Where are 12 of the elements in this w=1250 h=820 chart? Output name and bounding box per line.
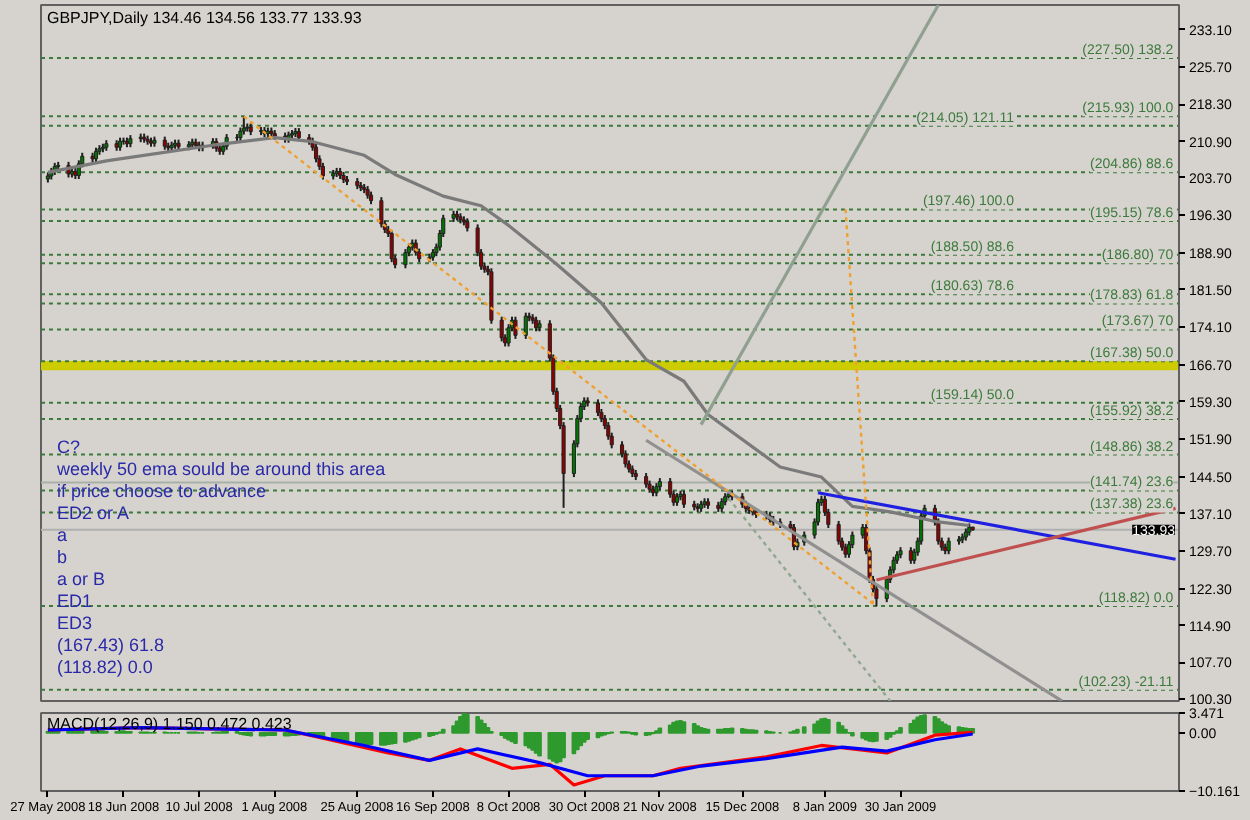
annotation: a	[57, 525, 68, 545]
annotation: ED3	[57, 613, 93, 633]
annotation: b	[57, 547, 68, 567]
annotation: (118.82) 0.0	[57, 657, 153, 677]
annotation: (167.43) 61.8	[57, 635, 165, 655]
annotation: a or B	[57, 569, 106, 589]
annotation: weekly 50 ema sould be around this area	[55, 459, 386, 479]
chart-title: GBPJPY,Daily 134.46 134.56 133.77 133.93	[47, 9, 363, 27]
annotation: if price choose to advance	[57, 481, 267, 501]
annotation: ED1	[57, 591, 93, 611]
annotation: C?	[57, 437, 81, 457]
annotation: ED2 or A	[57, 503, 130, 523]
